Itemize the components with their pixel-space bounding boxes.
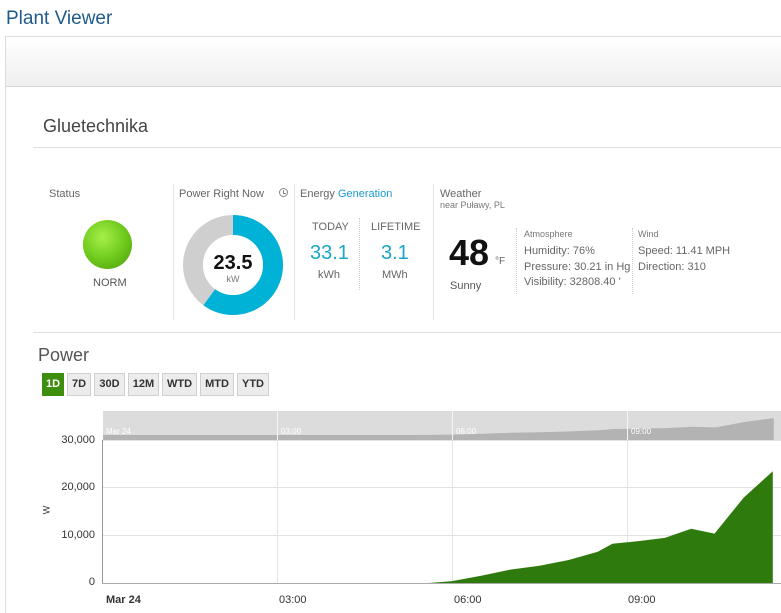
status-label: Status [49, 188, 81, 200]
temperature-value: 48 [449, 232, 490, 273]
divider [294, 184, 295, 320]
power-now-unit: kW [226, 274, 240, 284]
energy-generation-link[interactable]: Generation [337, 188, 393, 200]
navigator-label: 03:00 [281, 427, 302, 436]
navigator-gridline [627, 411, 628, 440]
energy-label-text: Energy [300, 188, 335, 200]
navigator-gridline [452, 411, 453, 440]
navigator-label: 09:00 [631, 427, 652, 436]
divider [359, 218, 360, 290]
divider [173, 184, 174, 320]
status-value: NORM [93, 277, 127, 289]
energy-today-value: 33.1 [310, 242, 349, 264]
energy-lifetime-value: 3.1 [381, 242, 409, 264]
weather-location: near Puławy, PL [440, 200, 505, 210]
energy-today-label: TODAY [312, 221, 349, 233]
donut-fill [183, 215, 283, 315]
temperature-unit: °F [495, 256, 506, 267]
divider [33, 147, 781, 148]
donut-hole [203, 235, 263, 295]
chart-navigator[interactable] [103, 411, 781, 440]
x-tick-label: 06:00 [454, 594, 482, 606]
range-button-12m[interactable]: 12M [128, 373, 159, 396]
content-frame [5, 36, 781, 613]
range-button-ytd[interactable]: YTD [237, 373, 269, 396]
navigator-label: Mar 24 [106, 427, 131, 436]
clock-icon[interactable] [279, 188, 288, 197]
range-button-1d[interactable]: 1D [42, 373, 64, 396]
weather-label: Weather [440, 188, 482, 200]
wind-label: Wind [638, 229, 659, 239]
divider [632, 228, 633, 294]
navigator-area [103, 418, 774, 440]
wind-speed: Speed: 11.41 MPH [638, 245, 731, 257]
weather-condition: Sunny [450, 280, 482, 292]
status-indicator-icon [83, 220, 132, 269]
x-tick-label: Mar 24 [106, 594, 141, 606]
power-series-area [102, 471, 773, 584]
app-title: Plant Viewer [6, 8, 113, 29]
power-section-title: Power [38, 345, 90, 365]
navigator-label: 06:00 [456, 427, 477, 436]
energy-lifetime-label: LIFETIME [371, 221, 421, 233]
range-button-wtd[interactable]: WTD [162, 373, 197, 396]
pressure: Pressure: 30.21 in Hg [524, 261, 631, 273]
atmosphere-label: Atmosphere [524, 229, 573, 239]
energy-lifetime-unit: MWh [382, 269, 408, 281]
energy-label: Energy Generation [300, 188, 392, 200]
range-button-mtd[interactable]: MTD [200, 373, 234, 396]
plant-name: Gluetechnika [43, 116, 149, 136]
x-tick-label: 09:00 [628, 594, 656, 606]
y-tick-label: 10,000 [61, 529, 95, 541]
wind-direction: Direction: 310 [638, 261, 706, 273]
toolbar [6, 37, 781, 87]
y-axis-label: W [41, 505, 52, 515]
y-tick-label: 0 [88, 576, 95, 588]
divider [33, 332, 781, 333]
y-tick-label: 30,000 [61, 434, 95, 446]
power-now-value: 23.5 [213, 252, 253, 274]
range-button-7d[interactable]: 7D [67, 373, 91, 396]
power-donut [183, 215, 283, 315]
range-button-30d[interactable]: 30D [94, 373, 125, 396]
navigator-series [103, 418, 774, 440]
power-chart[interactable] [102, 440, 781, 584]
power-now-label: Power Right Now [179, 188, 264, 200]
navigator-gridline [277, 411, 278, 440]
x-tick-label: 03:00 [279, 594, 307, 606]
y-tick-label: 20,000 [61, 481, 95, 493]
humidity: Humidity: 76% [524, 245, 595, 257]
visibility: Visibility: 32808.40 ' [524, 276, 621, 288]
energy-today-unit: kWh [318, 269, 340, 281]
divider [516, 228, 517, 294]
divider [433, 184, 434, 320]
